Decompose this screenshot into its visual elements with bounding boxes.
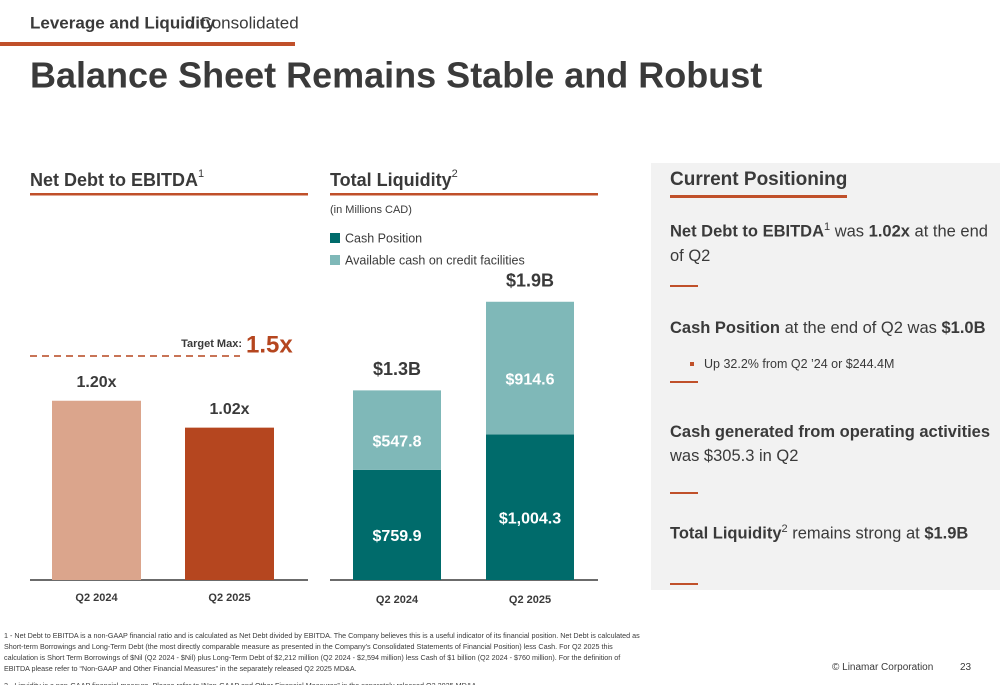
item-text: at the end of Q2	[670, 222, 988, 265]
item-text: $1.0B	[941, 319, 986, 337]
item-text: Cash generated from operating activities	[670, 423, 991, 441]
category-label: Q2 2025	[509, 594, 551, 606]
value-label: $1,004.3	[499, 510, 561, 527]
title-ref: 1	[198, 168, 204, 180]
footnotes: 1 - Net Debt to EBITDA is a non-GAAP fin…	[4, 630, 644, 685]
item-text: at the end of Q2 was	[784, 319, 937, 337]
bar	[185, 427, 274, 580]
position-item: Cash Position at the end of Q2 was $1.0B…	[670, 316, 995, 376]
positioning-panel: Current Positioning Net Debt to EBITDA1 …	[651, 163, 1000, 590]
position-item: Cash generated from operating activities…	[670, 420, 995, 468]
item-text: remains strong at	[792, 524, 920, 543]
ref: 2	[781, 523, 788, 535]
item-rule	[670, 285, 698, 287]
value-label: $547.8	[373, 433, 422, 450]
page-number: 23	[960, 662, 972, 673]
chart-rule	[330, 193, 598, 196]
chart-title: Net Debt to EBITDA1	[30, 168, 204, 190]
panel-title: Current Positioning	[670, 169, 848, 198]
item-rule	[670, 583, 698, 585]
item-text: $1.9B	[924, 524, 969, 543]
legend-swatch	[330, 233, 340, 243]
item-rule	[670, 492, 698, 494]
chart-subtitle: (in Millions CAD)	[330, 204, 412, 216]
item-text: Cash Position	[670, 319, 781, 337]
title-text: Net Debt to EBITDA	[30, 170, 198, 190]
subsection: / Consolidated	[190, 13, 299, 32]
bar-segment	[353, 469, 441, 580]
bar-segment	[353, 390, 441, 470]
ref: 1	[824, 221, 831, 233]
chart-title: Total Liquidity2	[330, 168, 458, 190]
bar-segment	[486, 301, 574, 435]
chart-rule	[30, 193, 308, 196]
item-rule	[670, 381, 698, 383]
title: Balance Sheet Remains Stable and Robust	[30, 55, 762, 96]
section: Leverage and Liquidity	[30, 13, 216, 32]
footnote: 1 - Net Debt to EBITDA is a non-GAAP fin…	[4, 631, 640, 673]
item-text: was $305.3 in Q2	[670, 447, 799, 465]
total-label: $1.9B	[506, 271, 554, 291]
legend-label: Available cash on credit facilities	[345, 253, 525, 267]
total-label: $1.3B	[373, 359, 421, 379]
bullet: Up 32.2% from Q2 ’24 or $244.4M	[704, 352, 995, 376]
target-value: 1.5x	[246, 331, 293, 358]
footnote: 2 - Liquidity is a non-GAAP financial me…	[4, 680, 644, 685]
category-label: Q2 2025	[208, 592, 250, 604]
value-label: 1.20x	[76, 374, 116, 391]
legend-swatch	[330, 255, 340, 265]
position-item: Net Debt to EBITDA1 was 1.02x at the end…	[670, 215, 995, 268]
value-label: $759.9	[373, 528, 422, 545]
category-label: Q2 2024	[376, 594, 419, 606]
value-label: 1.02x	[209, 401, 249, 418]
header-rule	[0, 42, 295, 46]
target-label: Target Max:	[181, 338, 242, 350]
item-text: Net Debt to EBITDA	[670, 222, 824, 241]
title-text: Total Liquidity	[330, 170, 452, 190]
title-ref: 2	[452, 168, 458, 180]
legend-label: Cash Position	[345, 231, 422, 245]
bar	[52, 400, 141, 580]
item-text: 1.02x	[868, 222, 910, 241]
company: © Linamar Corporation	[832, 662, 934, 673]
position-item: Total Liquidity2 remains strong at $1.9B	[670, 517, 995, 546]
item-text: Total Liquidity	[670, 524, 782, 543]
category-label: Q2 2024	[75, 592, 118, 604]
item-text: was	[834, 222, 865, 241]
value-label: $914.6	[506, 371, 555, 388]
bar-segment	[486, 434, 574, 580]
